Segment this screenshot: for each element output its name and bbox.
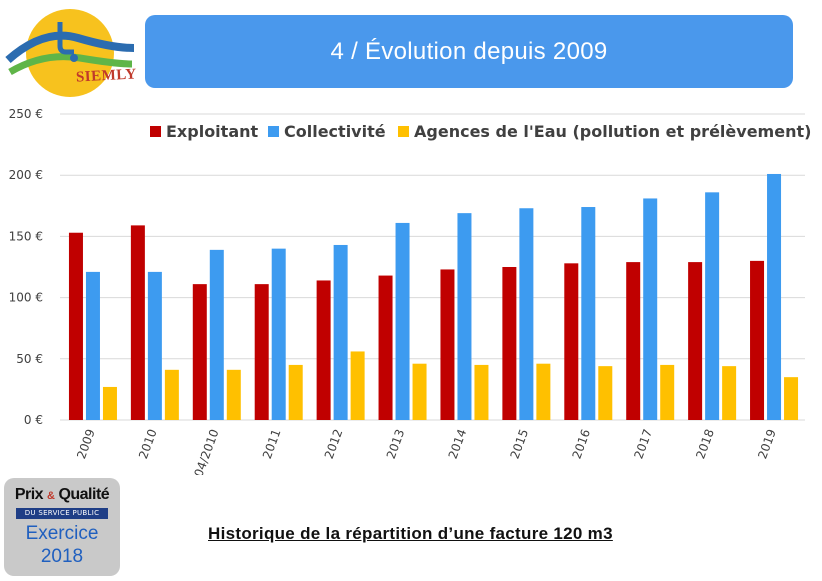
x-tick-label: 2019 [755, 427, 779, 460]
bar-agences [288, 364, 303, 420]
bar-agences [784, 377, 799, 420]
bar-exploitant [688, 262, 703, 420]
bar-exploitant [316, 280, 331, 420]
bar-exploitant [750, 260, 765, 420]
bar-exploitant [626, 262, 641, 420]
badge-subtitle: DU SERVICE PUBLIC [16, 508, 108, 519]
y-tick-label: 250 € [9, 107, 43, 121]
bar-exploitant [192, 284, 207, 420]
bar-collectivite [519, 208, 534, 420]
badge-brand-amp: & [47, 490, 55, 502]
badge-brand: Prix & Qualité [14, 486, 110, 504]
bar-collectivite [85, 271, 100, 420]
legend-label: Collectivité [284, 122, 386, 141]
siemly-logo: SIEMLY [4, 8, 138, 98]
x-tick-label: 2012 [322, 427, 346, 460]
bar-agences [412, 363, 427, 420]
page-title: 4 / Évolution depuis 2009 [145, 15, 793, 88]
bar-collectivite [147, 271, 162, 420]
bar-exploitant [502, 267, 517, 420]
x-tick-label: 2017 [631, 427, 655, 460]
y-tick-label: 100 € [9, 291, 43, 305]
bar-collectivite [271, 248, 286, 420]
bar-agences [660, 364, 675, 420]
bar-exploitant [564, 263, 579, 420]
x-tick-label: 2011 [260, 427, 284, 460]
legend-swatch [150, 126, 161, 137]
y-tick-label: 200 € [9, 168, 43, 182]
x-tick-label: 2013 [384, 427, 408, 460]
bar-collectivite [643, 198, 658, 420]
bar-collectivite [457, 213, 472, 420]
bar-agences [536, 363, 551, 420]
bar-exploitant [254, 284, 269, 420]
badge-brand-right: Qualité [58, 486, 110, 503]
y-tick-label: 0 € [24, 413, 43, 427]
legend-swatch [268, 126, 279, 137]
quality-badge: Prix & Qualité DU SERVICE PUBLIC Exercic… [4, 478, 120, 576]
y-tick-label: 150 € [9, 229, 43, 243]
logo-text: SIEMLY [75, 66, 138, 86]
bar-exploitant [68, 232, 83, 420]
bar-chart: 0 € 50 € 100 € 150 € 200 € 250 € 2009 2010 01/04… [0, 95, 822, 475]
logo-emblem-icon [5, 9, 135, 97]
y-tick-label: 50 € [16, 352, 43, 366]
bar-collectivite [767, 173, 782, 420]
legend-label: Exploitant [166, 122, 259, 141]
x-tick-label: 2010 [136, 427, 160, 460]
badge-year: 2018 [40, 546, 84, 567]
x-tick-label: 2018 [693, 427, 717, 460]
badge-exercice: Exercice [25, 523, 99, 544]
bar-collectivite [395, 222, 410, 420]
bar-collectivite [333, 244, 348, 420]
badge-brand-left: Prix [14, 486, 44, 503]
bar-exploitant [378, 275, 393, 420]
bar-agences [102, 386, 117, 420]
x-tick-label: 2014 [446, 427, 470, 460]
bar-agences [350, 351, 365, 420]
bar-exploitant [130, 225, 145, 420]
bar-agences [722, 366, 737, 420]
bar-agences [164, 369, 179, 420]
bar-agences [598, 366, 613, 420]
chart-canvas: 0 € 50 € 100 € 150 € 200 € 250 € 2009 2010 01/04… [9, 107, 812, 475]
x-tick-label: 2009 [74, 427, 98, 460]
chart-caption: Historique de la répartition d’une factu… [208, 524, 613, 543]
bar-agences [474, 364, 489, 420]
bar-agences [226, 369, 241, 420]
x-tick-label: 01/04/2010 [185, 427, 222, 475]
x-tick-label: 2015 [508, 427, 532, 460]
bar-exploitant [440, 269, 455, 420]
bar-collectivite [705, 192, 720, 420]
bar-collectivite [209, 249, 224, 420]
x-tick-label: 2016 [570, 427, 594, 460]
legend-swatch [398, 126, 409, 137]
bar-collectivite [581, 207, 596, 420]
legend-label: Agences de l'Eau (pollution et prélèveme… [414, 122, 811, 141]
